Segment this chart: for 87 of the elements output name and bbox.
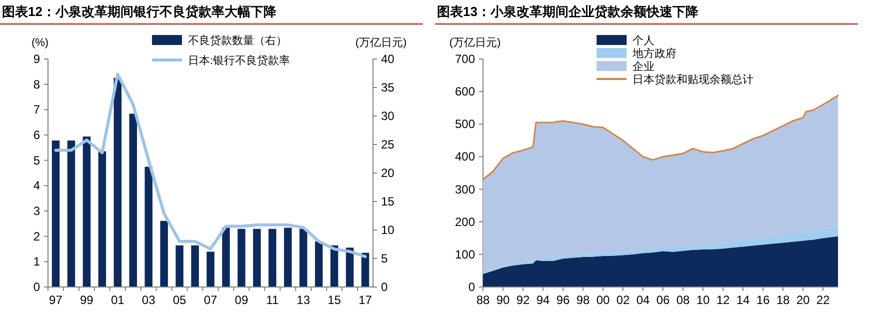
- legend-label: 不良贷款数量（右）: [188, 34, 287, 47]
- x-tick-label: 06: [656, 293, 670, 307]
- legend-label: 个人: [632, 35, 655, 47]
- x-tick-label: 88: [476, 293, 490, 307]
- bar: [114, 78, 122, 287]
- bar: [129, 114, 137, 287]
- bar: [284, 228, 292, 287]
- x-tick-label: 90: [496, 293, 510, 307]
- y-tick-label: 3: [33, 204, 40, 218]
- y-tick-label: 1: [33, 254, 40, 269]
- x-tick-label: 04: [636, 293, 650, 307]
- y-tick-label: 200: [454, 214, 476, 229]
- x-tick-label: 05: [172, 293, 187, 307]
- y-axis-title: (%): [31, 37, 49, 49]
- y2-axis-title: (万亿日元): [355, 37, 407, 49]
- bar: [206, 252, 214, 287]
- y-tick-label: 400: [454, 150, 476, 164]
- y-tick-label: 4: [33, 178, 40, 193]
- x-tick-label: 94: [536, 293, 550, 307]
- bar: [82, 136, 91, 287]
- bar: [160, 220, 168, 287]
- x-tick-label: 12: [716, 293, 730, 307]
- bar: [268, 228, 276, 287]
- y2-tick-label: 30: [381, 109, 395, 123]
- x-tick-label: 92: [516, 293, 530, 307]
- y2-tick-label: 0: [381, 280, 388, 294]
- y2-tick-label: 40: [381, 52, 395, 66]
- bar: [191, 245, 199, 287]
- bar: [176, 245, 184, 287]
- legend-label: 日本:银行不良贷款率: [188, 54, 290, 67]
- x-tick-label: 96: [556, 293, 570, 307]
- bar: [52, 140, 60, 287]
- y-tick-label: 5: [33, 153, 40, 168]
- x-tick-label: 15: [328, 293, 342, 307]
- y-tick-label: 100: [454, 247, 476, 262]
- x-tick-label: 09: [234, 293, 248, 307]
- bar: [314, 241, 323, 287]
- y-tick-label: 6: [33, 128, 40, 142]
- x-tick-label: 16: [756, 293, 770, 307]
- y-tick-label: 600: [454, 84, 476, 99]
- y2-tick-label: 25: [381, 138, 395, 152]
- bar: [299, 228, 308, 287]
- y2-tick-label: 10: [381, 223, 395, 237]
- x-tick-label: 22: [816, 293, 830, 307]
- y2-tick-label: 15: [381, 194, 395, 208]
- y-tick-label: 300: [454, 182, 476, 196]
- bar: [238, 228, 246, 287]
- x-tick-label: 08: [676, 293, 690, 307]
- bar: [144, 166, 152, 287]
- chart-title: 图表12：小泉改革期间银行不良贷款率大幅下降: [2, 4, 278, 19]
- legend-label: 企业: [632, 60, 655, 73]
- x-tick-label: 99: [80, 293, 94, 307]
- y-tick-label: 700: [454, 52, 476, 66]
- line-series: [482, 94, 839, 180]
- y2-tick-label: 20: [381, 166, 395, 180]
- y2-tick-label: 5: [381, 252, 388, 266]
- x-tick-label: 13: [296, 293, 310, 307]
- legend-label: 日本贷款和贴现余额总计: [632, 73, 754, 86]
- x-tick-label: 97: [49, 293, 63, 307]
- y-tick-label: 9: [33, 52, 40, 66]
- bar: [67, 140, 76, 287]
- x-tick-label: 17: [358, 293, 372, 307]
- y-tick-label: 7: [33, 102, 40, 117]
- legend-label: 地方政府: [632, 47, 677, 60]
- x-tick-label: 11: [266, 293, 279, 307]
- y2-tick-label: 35: [381, 80, 395, 94]
- bar: [98, 151, 106, 287]
- bar: [253, 228, 261, 287]
- x-tick-label: 07: [204, 293, 218, 307]
- bar: [222, 228, 230, 287]
- x-tick-label: 02: [616, 293, 630, 307]
- x-tick-label: 10: [696, 293, 710, 307]
- chart-title: 图表13：小泉改革期间企业贷款余额快速下降: [437, 4, 700, 19]
- x-tick-label: 18: [776, 293, 790, 307]
- x-tick-label: 20: [796, 293, 810, 307]
- line-series: [54, 72, 367, 258]
- x-tick-label: 00: [596, 293, 610, 307]
- x-tick-label: 14: [736, 293, 750, 307]
- y-axis-title: (万亿日元): [449, 37, 501, 49]
- y-tick-label: 0: [468, 280, 476, 294]
- x-tick-label: 03: [142, 293, 156, 307]
- y-tick-label: 8: [33, 77, 40, 92]
- y-tick-label: 0: [33, 280, 40, 294]
- x-tick-label: 98: [576, 293, 590, 307]
- y-tick-label: 2: [33, 229, 40, 244]
- x-tick-label: 01: [110, 293, 125, 307]
- y-tick-label: 500: [454, 117, 476, 132]
